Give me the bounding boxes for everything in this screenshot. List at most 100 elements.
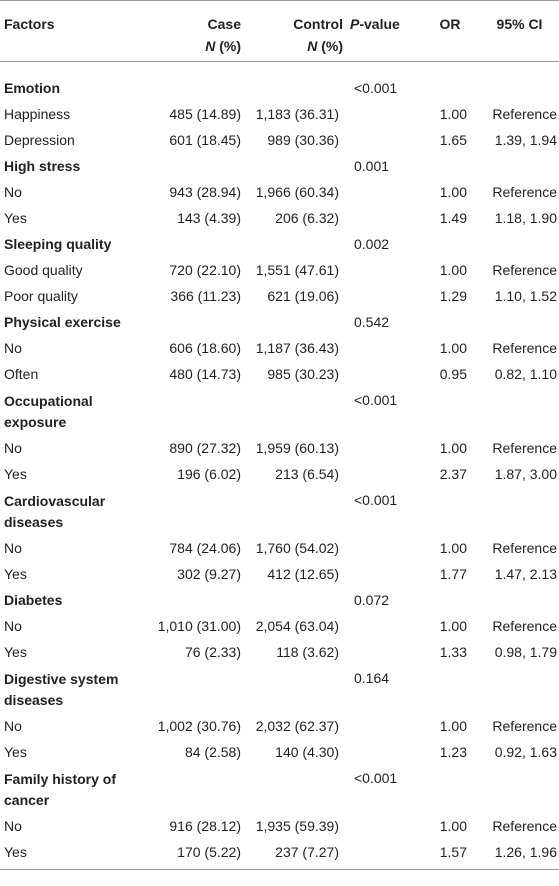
group-name-line: cancer	[4, 791, 50, 808]
table-body: Emotion <0.001 Happiness 485 (14.89) 1,183 (…	[0, 62, 559, 870]
header-case: Case N (%)	[149, 0, 244, 62]
row-case: 606 (18.60)	[169, 340, 241, 356]
row-ci: Reference	[492, 440, 557, 456]
row-control: 2,032 (62.37)	[255, 718, 339, 734]
table-header: Factors Case N (%) Control N (%) P-value…	[0, 0, 559, 62]
group-ci	[480, 666, 559, 714]
row-ci: Reference	[492, 340, 557, 356]
group-or	[420, 588, 480, 614]
group-name: Occupational exposure	[0, 388, 149, 436]
group-row: Diabetes 0.072	[0, 588, 559, 614]
group-ci	[480, 766, 559, 814]
row-ci: Reference	[492, 106, 557, 122]
row-label: No	[4, 818, 22, 834]
row-label: Good quality	[4, 262, 83, 278]
group-control	[244, 766, 349, 814]
group-row: Digestive system diseases 0.164	[0, 666, 559, 714]
group-p-value: 0.542	[354, 313, 390, 330]
row-label: Happiness	[4, 106, 71, 122]
row-or: 1.00	[439, 718, 467, 734]
table-row: No 943 (28.94) 1,966 (60.34) 1.00 Reference	[0, 180, 559, 206]
group-control	[244, 62, 349, 102]
group-p-value: <0.001	[354, 80, 398, 96]
group-name: Family history of cancer	[0, 766, 149, 814]
group-name: Digestive system diseases	[0, 666, 149, 714]
row-control: 621 (19.06)	[267, 288, 339, 304]
group-row: High stress 0.001	[0, 154, 559, 180]
row-or: 1.33	[439, 644, 467, 660]
row-case: 1,002 (30.76)	[157, 718, 241, 734]
row-p-value	[349, 562, 420, 588]
row-case: 480 (14.73)	[169, 366, 241, 382]
row-ci: 0.92, 1.63	[494, 744, 557, 760]
group-row: Sleeping quality 0.002	[0, 232, 559, 258]
group-name-line: Cardiovascular	[4, 492, 106, 509]
group-name-line: Family history of	[4, 770, 117, 787]
group-or	[420, 62, 480, 102]
row-control: 1,935 (59.39)	[255, 818, 339, 834]
group-case	[149, 666, 244, 714]
group-p-value: <0.001	[354, 391, 398, 408]
group-control	[244, 388, 349, 436]
row-control: 1,760 (54.02)	[255, 540, 339, 556]
row-p-value	[349, 536, 420, 562]
row-case: 720 (22.10)	[169, 262, 241, 278]
row-or: 1.00	[439, 618, 467, 634]
row-case: 943 (28.94)	[169, 184, 241, 200]
header-or: OR	[420, 0, 480, 62]
row-control: 140 (4.30)	[275, 744, 339, 760]
row-label: Often	[4, 366, 39, 382]
row-or: 1.77	[439, 566, 467, 582]
row-ci: Reference	[492, 818, 557, 834]
row-p-value	[349, 614, 420, 640]
table-row: Yes 196 (6.02) 213 (6.54) 2.37 1.87, 3.00	[0, 462, 559, 488]
group-case	[149, 766, 244, 814]
row-ci: 1.47, 2.13	[494, 566, 557, 582]
row-control: 1,959 (60.13)	[255, 440, 339, 456]
row-case: 302 (9.27)	[177, 566, 241, 582]
row-control: 237 (7.27)	[244, 839, 349, 870]
table-row: No 1,002 (30.76) 2,032 (62.37) 1.00 Referenc…	[0, 714, 559, 740]
table-row: No 1,010 (31.00) 2,054 (63.04) 1.00 Referenc…	[0, 614, 559, 640]
row-control: 1,966 (60.34)	[255, 184, 339, 200]
group-name: High stress	[4, 158, 81, 174]
group-ci	[480, 488, 559, 536]
group-name: Physical exercise	[4, 314, 121, 330]
row-control: 1,183 (36.31)	[255, 106, 339, 122]
row-ci: 1.39, 1.94	[494, 132, 557, 148]
group-p-value: 0.002	[354, 235, 390, 252]
table-row: Poor quality 366 (11.23) 621 (19.06) 1.29 1.…	[0, 284, 559, 310]
table-row: Yes 302 (9.27) 412 (12.65) 1.77 1.47, 2.13	[0, 562, 559, 588]
row-ci: 0.82, 1.10	[494, 366, 557, 382]
row-label: Yes	[4, 210, 27, 226]
row-case: 143 (4.39)	[177, 210, 241, 226]
row-case: 485 (14.89)	[169, 106, 241, 122]
row-p-value	[349, 284, 420, 310]
group-case	[149, 588, 244, 614]
row-p-value	[349, 128, 420, 154]
row-ci: 1.10, 1.52	[494, 288, 557, 304]
group-ci	[480, 388, 559, 436]
row-control: 989 (30.36)	[267, 132, 339, 148]
group-p-value: <0.001	[354, 769, 398, 786]
row-case: 196 (6.02)	[177, 466, 241, 482]
row-p-value	[349, 102, 420, 128]
row-p-value	[349, 180, 420, 206]
table-row: Yes 84 (2.58) 140 (4.30) 1.23 0.92, 1.63	[0, 740, 559, 766]
table-row: Yes 170 (5.22) 237 (7.27) 1.57 1.26, 1.96	[0, 839, 559, 870]
row-p-value	[349, 839, 420, 870]
row-label: No	[4, 718, 22, 734]
row-label: No	[4, 440, 22, 456]
group-p-value: 0.072	[354, 591, 390, 608]
group-name-line: exposure	[4, 413, 67, 430]
row-p-value	[349, 206, 420, 232]
row-control: 412 (12.65)	[267, 566, 339, 582]
row-control: 206 (6.32)	[275, 210, 339, 226]
row-label: Yes	[4, 744, 27, 760]
table-row: No 784 (24.06) 1,760 (54.02) 1.00 Reference	[0, 536, 559, 562]
row-case: 1,010 (31.00)	[157, 618, 241, 634]
group-ci	[480, 232, 559, 258]
row-or: 1.00	[439, 818, 467, 834]
group-or	[420, 766, 480, 814]
group-case	[149, 62, 244, 102]
